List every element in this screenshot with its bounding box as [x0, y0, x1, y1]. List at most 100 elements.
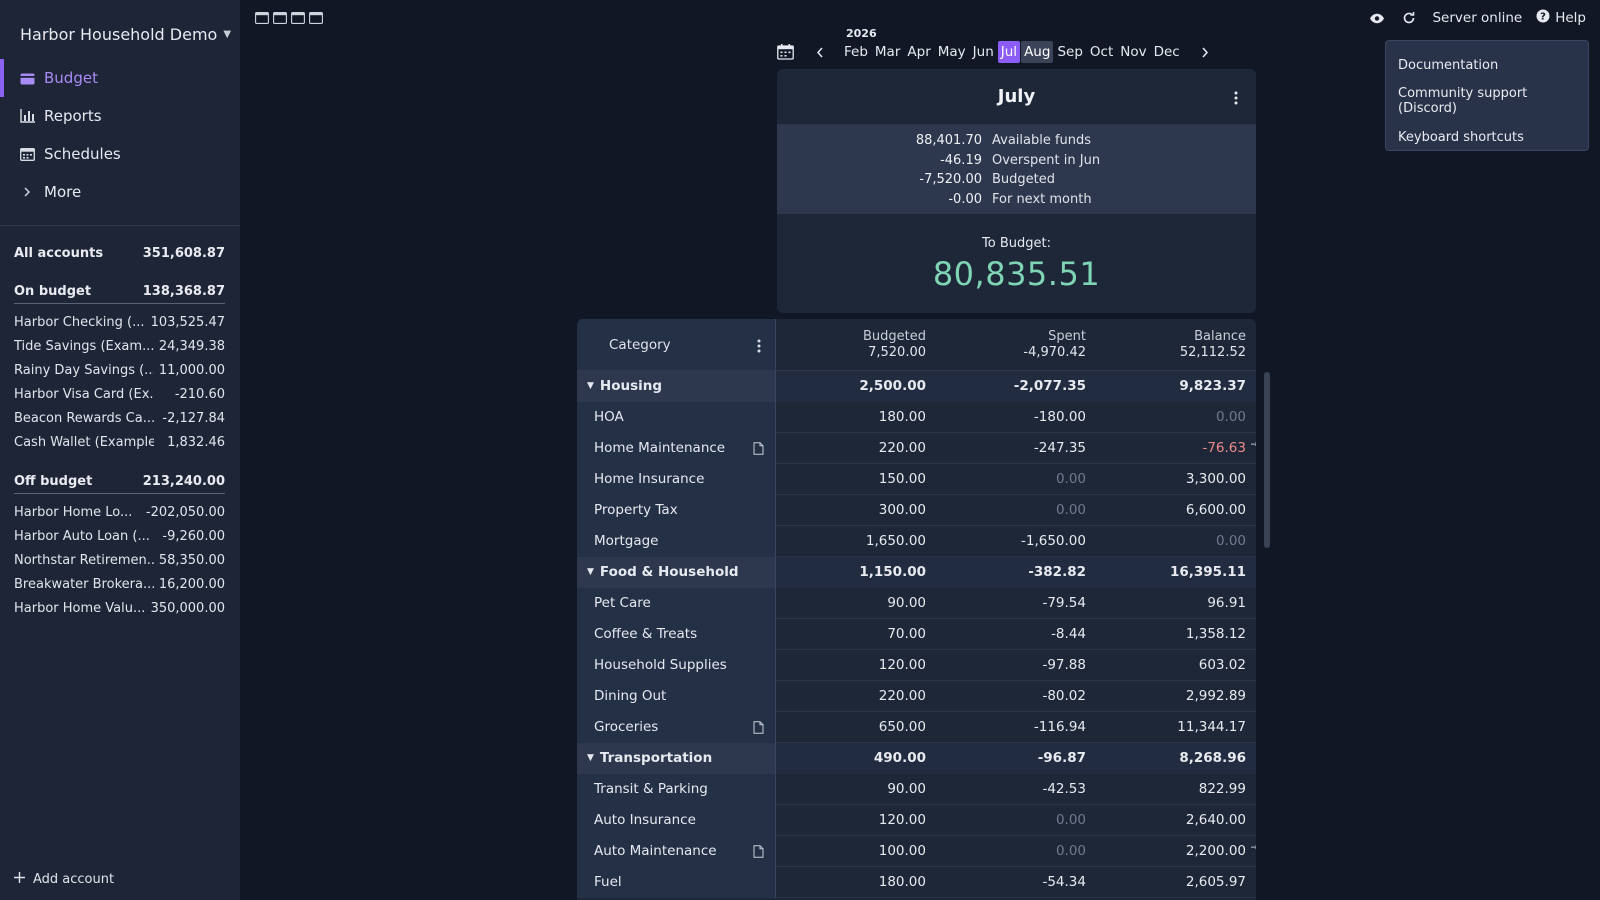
collapse-triangle-icon[interactable]: ▼ [587, 753, 594, 763]
group-name-cell[interactable]: ▼ Food & Household [577, 556, 776, 588]
chevron-left-icon[interactable] [813, 47, 827, 58]
account-row[interactable]: Breakwater Brokera... 16,200.00 [14, 572, 225, 596]
category-name-cell[interactable]: HOA [577, 401, 776, 433]
sidebar-item-reports[interactable]: Reports [0, 97, 240, 135]
balance-cell[interactable]: 6,600.00 [1096, 502, 1256, 518]
balance-cell[interactable]: 2,605.97 [1096, 874, 1256, 890]
account-row[interactable]: Harbor Home Valu... 350,000.00 [14, 596, 225, 620]
note-icon[interactable] [753, 844, 764, 858]
budgeted-cell[interactable]: 150.00 [776, 471, 936, 487]
budgeted-cell[interactable]: 300.00 [776, 502, 936, 518]
budgeted-cell[interactable]: 490.00 [776, 742, 936, 774]
account-row[interactable]: Rainy Day Savings (... 11,000.00 [14, 358, 225, 382]
month-dec[interactable]: Dec [1153, 44, 1180, 60]
balance-cell[interactable]: 822.99 [1096, 781, 1256, 797]
budgeted-cell[interactable]: 2,500.00 [776, 370, 936, 402]
spent-cell[interactable]: -79.54 [936, 595, 1096, 611]
sidebar-item-schedules[interactable]: Schedules [0, 135, 240, 173]
chevron-right-icon[interactable] [1198, 47, 1212, 58]
budgeted-cell[interactable]: 220.00 [776, 440, 936, 456]
spent-cell[interactable]: 0.00 [936, 812, 1096, 828]
kebab-menu-icon[interactable] [757, 339, 761, 353]
menu-item-keyboard-shortcuts[interactable]: Keyboard shortcuts [1398, 129, 1524, 145]
balance-cell[interactable]: 11,344.17 [1096, 719, 1256, 735]
sidebar-item-budget[interactable]: Budget [0, 59, 240, 97]
month-oct[interactable]: Oct [1089, 44, 1114, 60]
balance-cell[interactable]: 2,992.89 [1096, 688, 1256, 704]
budgeted-cell[interactable]: 650.00 [776, 719, 936, 735]
spent-cell[interactable]: -116.94 [936, 719, 1096, 735]
budgeted-cell[interactable]: 120.00 [776, 657, 936, 673]
spent-cell[interactable]: -96.87 [936, 742, 1096, 774]
budget-name-menu[interactable]: Harbor Household Demo ▼ [20, 25, 231, 44]
calendar-view-icon[interactable] [255, 11, 270, 25]
month-mar[interactable]: Mar [874, 44, 901, 60]
account-row[interactable]: Tide Savings (Exam... 24,349.38 [14, 334, 225, 358]
balance-cell[interactable]: 16,395.11 [1096, 556, 1256, 588]
add-account-button[interactable]: Add account [14, 872, 114, 887]
budgeted-cell[interactable]: 1,650.00 [776, 533, 936, 549]
spent-cell[interactable]: -382.82 [936, 556, 1096, 588]
account-row[interactable]: Harbor Visa Card (Ex... -210.60 [14, 382, 225, 406]
spent-cell[interactable]: -80.02 [936, 688, 1096, 704]
category-name-cell[interactable]: Property Tax [577, 494, 776, 526]
balance-cell[interactable]: 0.00 [1096, 533, 1256, 549]
balance-cell[interactable]: 9,823.37 [1096, 370, 1256, 402]
spent-cell[interactable]: -54.34 [936, 874, 1096, 890]
spent-cell[interactable]: -97.88 [936, 657, 1096, 673]
account-row[interactable]: Harbor Home Lo... -202,050.00 [14, 500, 225, 524]
calendar-view-icon[interactable] [273, 11, 288, 25]
category-name-cell[interactable]: Home Insurance [577, 463, 776, 495]
collapse-triangle-icon[interactable]: ▼ [587, 381, 594, 391]
kebab-menu-icon[interactable] [1234, 89, 1238, 105]
category-name-cell[interactable]: Auto Insurance [577, 804, 776, 836]
spent-cell[interactable]: -2,077.35 [936, 370, 1096, 402]
account-row[interactable]: Cash Wallet (Example) 1,832.46 [14, 430, 225, 454]
balance-cell[interactable]: 0.00 [1096, 409, 1256, 425]
spent-cell[interactable]: -180.00 [936, 409, 1096, 425]
budgeted-cell[interactable]: 90.00 [776, 781, 936, 797]
month-may[interactable]: May [937, 44, 966, 60]
month-nov[interactable]: Nov [1120, 44, 1147, 60]
balance-cell[interactable]: 8,268.96 [1096, 742, 1256, 774]
spent-cell[interactable]: -42.53 [936, 781, 1096, 797]
balance-cell[interactable]: 603.02 [1096, 657, 1256, 673]
category-name-cell[interactable]: Dining Out [577, 680, 776, 712]
spent-cell[interactable]: -1,650.00 [936, 533, 1096, 549]
note-icon[interactable] [753, 720, 764, 734]
budgeted-cell[interactable]: 1,150.00 [776, 556, 936, 588]
balance-cell[interactable]: 2,200.00 → [1096, 843, 1256, 859]
month-feb[interactable]: Feb [844, 44, 868, 60]
month-aug[interactable]: Aug [1021, 41, 1054, 63]
server-status[interactable]: Server online [1432, 10, 1523, 26]
account-row[interactable]: Harbor Auto Loan (... -9,260.00 [14, 524, 225, 548]
category-name-cell[interactable]: Transit & Parking [577, 773, 776, 805]
on-budget-row[interactable]: On budget 138,368.87 [14, 280, 225, 304]
note-icon[interactable] [753, 441, 764, 455]
sync-icon[interactable] [1400, 9, 1418, 27]
menu-item-community-support[interactable]: Community support (Discord) [1398, 86, 1528, 116]
spent-cell[interactable]: 0.00 [936, 843, 1096, 859]
balance-cell[interactable]: 96.91 [1096, 595, 1256, 611]
calendar-view-icon[interactable] [291, 11, 306, 25]
calendar-view-icon[interactable] [309, 11, 324, 25]
table-scrollbar[interactable] [1264, 372, 1270, 548]
eye-icon[interactable] [1368, 9, 1386, 27]
group-name-cell[interactable]: ▼ Housing [577, 370, 776, 402]
category-name-cell[interactable]: Groceries [577, 711, 776, 743]
category-name-cell[interactable]: Mortgage [577, 525, 776, 557]
budgeted-cell[interactable]: 180.00 [776, 874, 936, 890]
budgeted-cell[interactable]: 120.00 [776, 812, 936, 828]
spent-cell[interactable]: -8.44 [936, 626, 1096, 642]
menu-item-documentation[interactable]: Documentation [1398, 57, 1499, 73]
spent-cell[interactable]: 0.00 [936, 471, 1096, 487]
balance-cell[interactable]: 1,358.12 [1096, 626, 1256, 642]
budgeted-cell[interactable]: 180.00 [776, 409, 936, 425]
help-button[interactable]: ? Help [1536, 9, 1586, 27]
category-name-cell[interactable]: Auto Maintenance [577, 835, 776, 867]
category-name-cell[interactable]: Fuel [577, 866, 776, 898]
sidebar-item-more[interactable]: More [0, 173, 240, 211]
balance-cell[interactable]: 3,300.00 [1096, 471, 1256, 487]
category-name-cell[interactable]: Pet Care [577, 587, 776, 619]
all-accounts-row[interactable]: All accounts 351,608.87 [14, 241, 225, 265]
